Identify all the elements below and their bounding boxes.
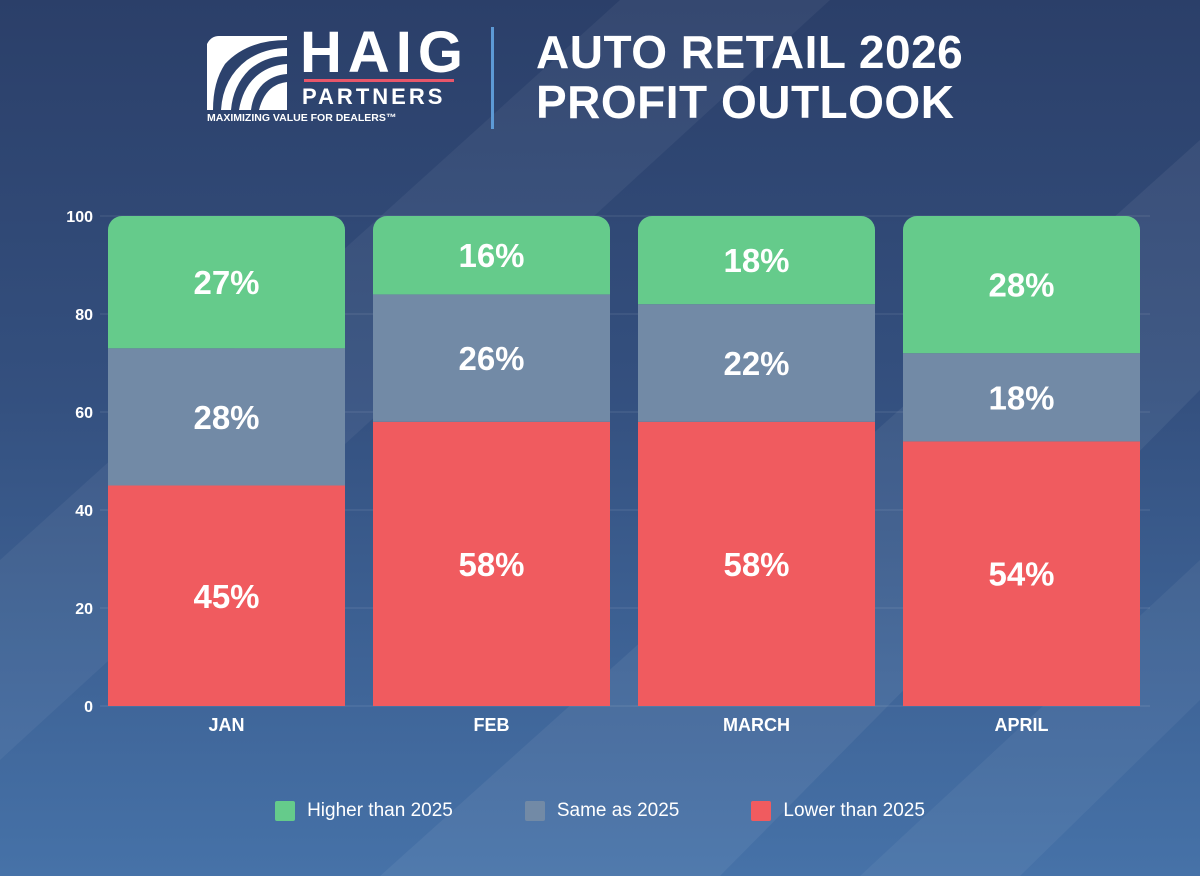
x-tick-label: APRIL [995, 715, 1049, 735]
title-line-2: PROFIT OUTLOOK [536, 76, 955, 128]
y-axis: 0 20 40 60 80 100 [66, 209, 93, 716]
legend: Higher than 2025 Same as 2025 Lower than… [0, 796, 1200, 826]
legend-label-lower: Lower than 2025 [783, 800, 925, 821]
y-tick-label: 80 [75, 307, 93, 324]
bar-lower-march [638, 421, 875, 706]
legend-label-higher: Higher than 2025 [307, 800, 453, 821]
y-tick-label: 100 [66, 209, 93, 226]
logo-subtitle: PARTNERS [302, 84, 446, 109]
title-line-1: AUTO RETAIL 2026 [536, 26, 964, 78]
bar-lower-feb [373, 421, 610, 706]
bar-same-april [903, 353, 1140, 442]
bar-stack-march [638, 216, 875, 706]
data-label: 58% [458, 546, 524, 583]
y-tick-label: 60 [75, 405, 93, 422]
y-tick-label: 0 [84, 699, 93, 716]
bar-higher-jan [108, 216, 345, 349]
legend-item-higher: Higher than 2025 [275, 796, 453, 826]
header-divider [491, 27, 494, 129]
header: HAIG PARTNERS MAXIMIZING VALUE FOR DEALE… [0, 0, 1200, 150]
bar-lower-jan [108, 485, 345, 706]
x-tick-label: JAN [208, 715, 244, 735]
bars: 45% 28% 27% 58% 26% 16% 58% 22% 18% 54% 18% 28% [108, 216, 1140, 706]
data-label: 28% [988, 267, 1054, 304]
haig-logo-icon [207, 36, 287, 110]
y-tick-label: 20 [75, 601, 93, 618]
bar-stack-jan [108, 216, 345, 706]
data-label: 22% [723, 345, 789, 382]
data-label: 18% [723, 242, 789, 279]
bar-lower-april [903, 441, 1140, 706]
x-tick-label: FEB [474, 715, 510, 735]
data-label: 27% [193, 264, 259, 301]
page-title: AUTO RETAIL 2026 PROFIT OUTLOOK [536, 27, 963, 127]
legend-item-same: Same as 2025 [524, 796, 680, 826]
bar-same-feb [373, 294, 610, 422]
data-label: 54% [988, 556, 1054, 593]
data-label: 58% [723, 546, 789, 583]
legend-swatch-same [524, 801, 545, 821]
data-label: 16% [458, 237, 524, 274]
data-label: 28% [193, 399, 259, 436]
logo-wordmark: HAIG [300, 20, 469, 85]
bar-higher-march [638, 216, 875, 305]
logo-tagline: MAXIMIZING VALUE FOR DEALERS™ [207, 112, 397, 124]
data-label: 26% [458, 340, 524, 377]
bar-higher-april [903, 216, 1140, 354]
bar-stack-april [903, 216, 1140, 706]
bar-stack-feb [373, 216, 610, 706]
legend-item-lower: Lower than 2025 [751, 796, 925, 826]
logo-underline [304, 79, 454, 82]
bar-same-jan [108, 348, 345, 486]
legend-label-same: Same as 2025 [556, 800, 680, 821]
x-tick-label: MARCH [723, 715, 790, 735]
legend-swatch-lower [751, 801, 772, 821]
x-axis: JAN FEB MARCH APRIL [208, 715, 1048, 735]
data-label: 45% [193, 578, 259, 615]
data-label: 18% [988, 379, 1054, 416]
y-tick-label: 40 [75, 503, 93, 520]
bar-same-march [638, 304, 875, 422]
legend-swatch-higher [275, 801, 296, 821]
bar-higher-feb [373, 216, 610, 295]
